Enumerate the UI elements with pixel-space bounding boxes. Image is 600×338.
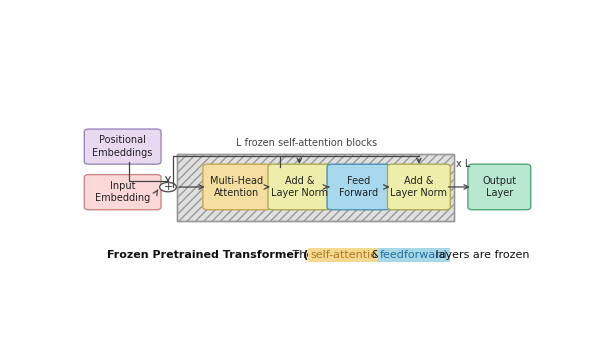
Text: The: The [289,250,316,260]
Text: x L: x L [456,159,470,169]
Text: feedforward: feedforward [380,250,448,260]
Text: Frozen Pretrained Transformer (FPT).: Frozen Pretrained Transformer (FPT). [107,250,341,260]
Text: &: & [368,250,383,260]
FancyBboxPatch shape [268,164,331,210]
Text: Add &
Layer Norm: Add & Layer Norm [391,176,448,198]
Text: L frozen self-attention blocks: L frozen self-attention blocks [236,138,377,148]
FancyBboxPatch shape [327,164,390,210]
Text: Multi-Head
Attention: Multi-Head Attention [210,176,263,198]
Text: layers are frozen: layers are frozen [432,250,530,260]
FancyBboxPatch shape [84,175,161,210]
FancyBboxPatch shape [388,164,450,210]
Text: Input
Embedding: Input Embedding [95,181,150,203]
FancyBboxPatch shape [84,129,161,164]
Text: Positional
Embeddings: Positional Embeddings [92,136,153,158]
Text: Output
Layer: Output Layer [482,176,517,198]
Text: Add &
Layer Norm: Add & Layer Norm [271,176,328,198]
FancyBboxPatch shape [178,154,454,221]
Text: Feed
Forward: Feed Forward [339,176,378,198]
Text: +: + [163,182,173,192]
FancyBboxPatch shape [203,164,270,210]
FancyBboxPatch shape [468,164,531,210]
Text: self-attention: self-attention [310,250,384,260]
Circle shape [160,183,176,192]
